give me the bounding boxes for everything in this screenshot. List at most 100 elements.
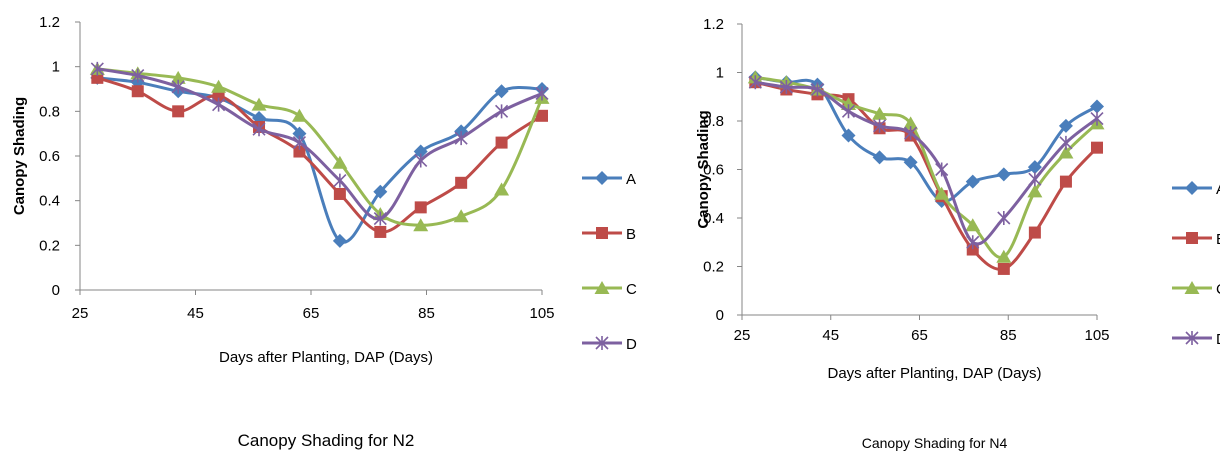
chart-panel-2: 0 0.2 0.4 0.6 0.8 1 1.2 25 45 65 85 105 Canopy Shadi… bbox=[695, 16, 1220, 451]
legend-label: D bbox=[1216, 331, 1220, 348]
data-point-C bbox=[453, 209, 469, 223]
series-line-A bbox=[755, 75, 1098, 203]
data-point-B bbox=[293, 145, 306, 158]
legend-label: A bbox=[1216, 181, 1220, 198]
data-point-C bbox=[251, 97, 267, 111]
y-tick-label: 0 bbox=[716, 307, 724, 324]
data-point-D bbox=[904, 126, 918, 141]
data-point-A bbox=[965, 174, 980, 189]
data-point-C bbox=[291, 108, 307, 122]
data-point-A bbox=[292, 126, 307, 141]
data-point-D bbox=[171, 79, 185, 94]
y-tick-label: 1.2 bbox=[703, 16, 724, 33]
y-tick-label: 0.2 bbox=[39, 237, 60, 254]
data-point-D bbox=[810, 82, 825, 97]
data-point-A bbox=[1027, 160, 1042, 175]
y-tick-label: 0.4 bbox=[39, 193, 60, 210]
x-tick-label: 45 bbox=[822, 327, 839, 344]
legend-marker bbox=[1186, 232, 1198, 244]
y-tick-label: 0.2 bbox=[703, 259, 724, 276]
data-point-B bbox=[536, 109, 548, 122]
data-point-B bbox=[131, 85, 144, 98]
data-point-B bbox=[172, 105, 185, 118]
legend-marker bbox=[595, 336, 609, 350]
data-point-B bbox=[1028, 226, 1041, 239]
y-tick-label: 0.6 bbox=[703, 162, 724, 179]
data-point-A bbox=[494, 84, 509, 99]
data-point-D bbox=[535, 86, 549, 101]
legend-marker bbox=[595, 171, 609, 185]
x-axis-title: Days after Planting, DAP (Days) bbox=[219, 349, 433, 366]
data-point-B bbox=[997, 262, 1010, 275]
data-point-B bbox=[495, 136, 508, 149]
data-point-D bbox=[373, 211, 387, 226]
y-tick-label: 0.6 bbox=[39, 148, 60, 165]
y-tick-label: 0.8 bbox=[703, 113, 724, 130]
y-tick-label: 1 bbox=[716, 65, 724, 82]
data-point-C bbox=[170, 70, 186, 84]
data-point-D bbox=[1028, 172, 1042, 187]
series-line-B bbox=[96, 76, 543, 234]
legend-label: A bbox=[626, 171, 636, 188]
data-point-A bbox=[996, 167, 1011, 182]
data-point-C bbox=[332, 155, 348, 169]
data-point-D bbox=[841, 104, 856, 119]
legend-label: D bbox=[626, 336, 637, 353]
data-point-D bbox=[333, 173, 347, 188]
data-point-D bbox=[1059, 135, 1073, 150]
legend-label: C bbox=[626, 281, 637, 298]
data-point-D bbox=[454, 131, 468, 146]
legend-label: B bbox=[626, 226, 636, 243]
legend-marker bbox=[594, 281, 610, 294]
data-point-D bbox=[131, 68, 145, 83]
data-point-D bbox=[997, 211, 1011, 225]
legend-label: B bbox=[1216, 231, 1220, 248]
x-tick-label: 65 bbox=[911, 327, 928, 344]
data-point-A bbox=[872, 150, 887, 165]
legend-marker bbox=[1185, 181, 1199, 195]
legend-item-D: D bbox=[1172, 331, 1220, 348]
data-point-D bbox=[414, 153, 428, 168]
series-line-C bbox=[97, 67, 544, 227]
y-tick-label: 1.2 bbox=[39, 14, 60, 31]
y-axis-title: Canopy Shading bbox=[11, 97, 28, 215]
chart-title: Canopy Shading for N2 bbox=[238, 431, 415, 450]
legend-marker bbox=[1185, 331, 1199, 345]
legend-marker bbox=[596, 227, 608, 239]
data-point-C bbox=[1027, 184, 1043, 198]
chart-panel-1: 0 0.2 0.4 0.6 0.8 1 1.2 25 45 65 85 105 Canopy Shadi… bbox=[11, 14, 637, 450]
data-point-B bbox=[1059, 175, 1072, 188]
data-point-A bbox=[903, 155, 918, 170]
data-point-C bbox=[872, 106, 888, 120]
data-point-C bbox=[965, 218, 981, 232]
legend-label: C bbox=[1216, 281, 1220, 298]
data-point-D bbox=[495, 104, 509, 119]
legend-item-A: A bbox=[582, 171, 636, 188]
data-point-D bbox=[292, 135, 307, 150]
legend-item-B: B bbox=[1172, 231, 1220, 248]
data-point-B bbox=[414, 201, 427, 214]
y-axis-title: Canopy Shading bbox=[695, 110, 712, 228]
legend-item-B: B bbox=[582, 226, 636, 243]
data-point-C bbox=[1058, 145, 1074, 159]
data-point-B bbox=[374, 225, 387, 238]
x-tick-label: 105 bbox=[1084, 327, 1109, 344]
y-tick-label: 0.8 bbox=[39, 103, 60, 120]
data-point-D bbox=[252, 122, 266, 137]
legend-item-C: C bbox=[582, 281, 637, 298]
data-point-B bbox=[1091, 141, 1103, 154]
legend-item-A: A bbox=[1172, 181, 1220, 198]
x-tick-label: 45 bbox=[187, 305, 204, 322]
data-point-C bbox=[996, 249, 1012, 263]
x-tick-label: 25 bbox=[734, 327, 751, 344]
x-axis-title: Days after Planting, DAP (Days) bbox=[828, 365, 1042, 382]
data-point-D bbox=[748, 75, 762, 90]
data-point-D bbox=[966, 235, 980, 250]
data-point-C bbox=[211, 79, 227, 93]
x-tick-label: 65 bbox=[303, 305, 320, 322]
data-point-B bbox=[455, 176, 468, 189]
data-point-D bbox=[212, 97, 226, 112]
legend-item-C: C bbox=[1172, 281, 1220, 298]
data-point-D bbox=[935, 162, 949, 177]
data-point-A bbox=[1058, 118, 1073, 133]
